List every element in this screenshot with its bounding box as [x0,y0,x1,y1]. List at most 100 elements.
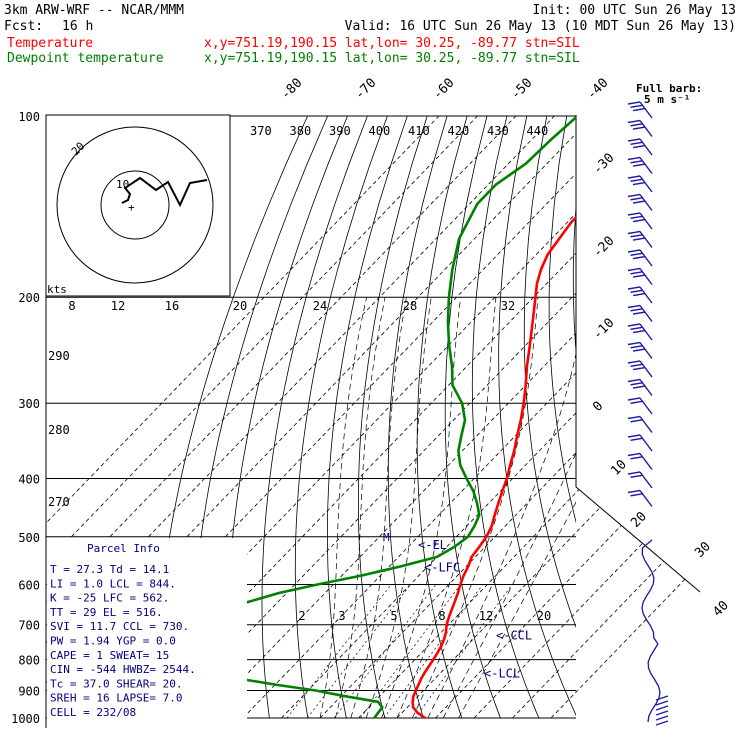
parcel-info-row: Tc = 37.0 SHEAR= 20. [50,677,182,690]
level-label-lcl: <-LCL [484,667,520,681]
upper-mixing-label: 8 [68,299,75,313]
model-title: 3km ARW-WRF -- NCAR/MMM [4,3,184,18]
hodograph-ring-label: 10 [116,178,129,191]
wind-barb [627,415,653,433]
parcel-info-panel: Parcel Info T = 27.3 Td = 14.1LI = 1.0 L… [47,538,247,727]
dry-adiabat [327,115,408,719]
theta-label: 370 [250,124,272,138]
isotherm-label: -70 [352,76,379,103]
moist-adiabat [365,297,432,719]
mixing-ratio-line [383,584,484,719]
dry-adiabat [642,116,740,718]
dry-adiabat [548,115,576,524]
theta-label: 400 [369,124,391,138]
pressure-tick-label: 400 [18,472,40,486]
parcel-info-row: CELL = 232/08 [50,706,136,719]
wind-barb [627,286,653,304]
upper-mixing-label: 16 [165,299,179,313]
parcel-info-row: T = 27.3 Td = 14.1 [50,563,169,576]
level-label-el: <-EL [418,538,447,552]
isotherm-label: 0 [590,399,606,415]
pressure-tick-label: 200 [18,291,40,305]
dry-adiabat [387,115,448,719]
pressure-tick-label: 800 [18,654,40,668]
pressure-tick-label: 700 [18,619,40,633]
theta-side-label: 270 [48,495,70,509]
legend-temperature-info: x,y=751.19,190.15 lat,lon= 30.25, -89.77… [204,36,580,51]
isotherm-line [396,115,700,719]
dry-adiabat [726,116,740,718]
mixing-ratio-label: 2 [298,609,305,623]
isotherm-label: -20 [590,234,617,261]
parcel-info-row: K = -25 LFC = 562. [50,592,169,605]
pressure-tick-label: 900 [18,684,40,698]
dry-adiabat [358,115,428,719]
dry-adiabat [471,115,540,719]
moist-adiabat [458,501,576,719]
temperature-trace [411,215,576,720]
parcel-marker: M [383,531,390,544]
isotherm-label: -60 [430,76,457,103]
parcel-info-row: SVI = 11.7 CCL = 730. [50,620,189,633]
theta-side-label: 290 [48,349,70,363]
isotherm-label: -80 [278,76,305,103]
wind-barb [627,175,653,193]
mixing-ratio-label: 8 [438,609,445,623]
isotherm-line [319,115,700,719]
wind-barb [627,138,653,156]
hodograph-ring-outer [56,126,214,284]
isotherm-line [358,115,700,719]
parcel-info-row: PW = 1.94 YGP = 0.0 [50,635,176,648]
hodograph: 10 20 + kts [45,114,231,297]
wind-barb [627,378,653,396]
mixing-ratio-label: 5 [390,609,397,623]
parcel-info-row: CAPE = 1 SWEAT= 15 [50,649,169,662]
wind-barb-flag [655,700,669,706]
isotherm-line [281,115,700,719]
wind-barb-flag [655,695,669,701]
theta-label: 390 [329,124,351,138]
pressure-tick-label: 100 [18,110,40,124]
theta-label: 410 [408,124,430,138]
upper-mixing-label: 24 [313,299,327,313]
isotherm-label: -10 [590,316,617,343]
upper-mixing-label: 20 [233,299,247,313]
lower-wind-barbs [641,539,661,723]
moist-adiabat [350,297,407,719]
wind-barb [627,156,653,174]
wind-barb [627,249,653,267]
theta-side-label: 280 [48,423,70,437]
wind-barb [627,323,653,341]
dry-adiabat [685,116,740,718]
pressure-tick-label: 600 [18,578,40,592]
upper-mixing-label: 12 [111,299,125,313]
isotherm-line [512,115,700,719]
fcst-label: Fcst: [4,19,43,34]
level-label-ccl: <-CCL [496,629,532,643]
dry-adiabat [498,115,576,716]
wind-barb [627,452,653,470]
mixing-ratio-label: 20 [537,609,551,623]
theta-label: 430 [487,124,509,138]
upper-mixing-label: 28 [403,299,417,313]
theta-label: 440 [527,124,549,138]
hodograph-ring-inner [100,170,170,240]
parcel-info-row: TT = 29 EL = 516. [50,606,163,619]
dry-adiabat [664,116,740,718]
isotherm-label: -50 [508,76,535,103]
wind-barb [627,212,653,230]
hodograph-units: kts [47,283,67,296]
moist-adiabat [442,452,576,719]
dry-adiabat [597,116,732,718]
isotherm-label: 10 [608,457,630,479]
full-barb-units: 5 m s⁻¹ [644,93,690,106]
isotherm-label: 20 [628,509,650,531]
wind-barb [627,119,653,137]
wind-barb [627,304,653,322]
plot-frame-slant [575,486,701,593]
mixing-ratio-label: 12 [479,609,493,623]
legend-dewpoint-info: x,y=751.19,190.15 lat,lon= 30.25, -89.77… [204,51,580,66]
level-label-lfc: <-LFC [424,560,460,574]
wind-barb [627,489,653,507]
dry-adiabat [444,115,501,719]
